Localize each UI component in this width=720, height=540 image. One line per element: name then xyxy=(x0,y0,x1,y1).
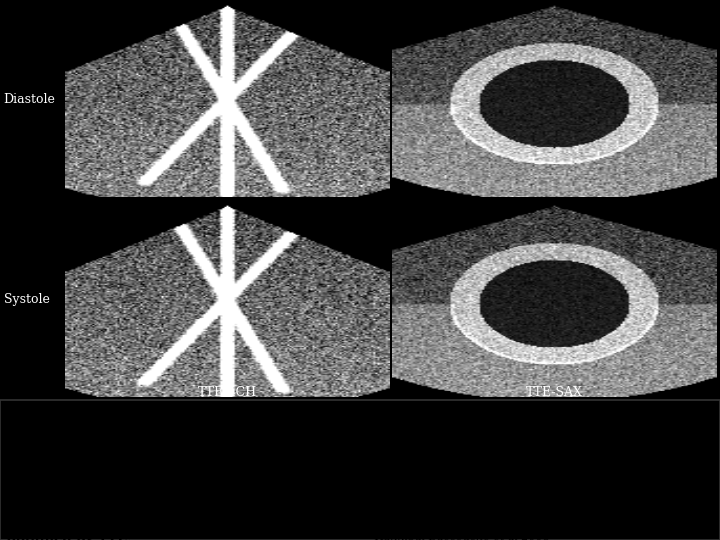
Text: Diastole: Diastole xyxy=(4,93,55,106)
Text: Systole: Systole xyxy=(4,293,50,306)
Text: No pericardial effusion could be detected, and no information on: No pericardial effusion could be detecte… xyxy=(7,470,488,483)
Text: Transthoracic echocardiogram (TTE). Systolic as well as diastolic images of: Transthoracic echocardiogram (TTE). Syst… xyxy=(7,407,435,417)
Text: myocardial  involvement in suspected Churg-Strauss syndrome could be: myocardial involvement in suspected Chur… xyxy=(7,502,541,515)
Text: TTE-SAX: TTE-SAX xyxy=(526,386,583,399)
Text: TTE-4CH: TTE-4CH xyxy=(197,386,257,399)
Text: Hannibal Baccouche et al 2008: Hannibal Baccouche et al 2008 xyxy=(374,531,551,540)
Text: apical long axis (4CH) and parasternal short axis (SAX) are displayed.: apical long axis (4CH) and parasternal s… xyxy=(7,439,402,449)
Text: obtained by TTE.: obtained by TTE. xyxy=(7,531,132,540)
